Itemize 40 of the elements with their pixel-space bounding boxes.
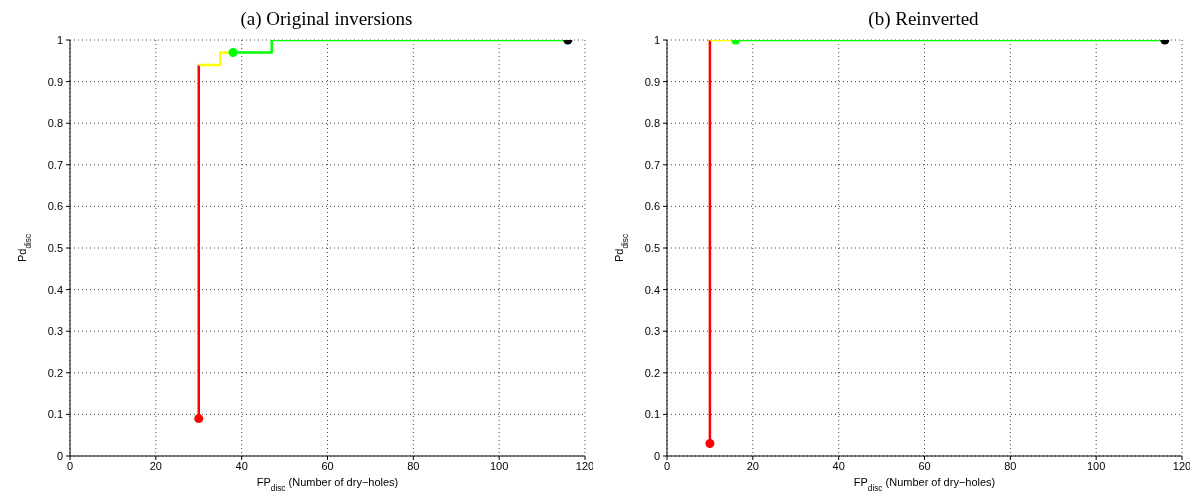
chart-title: (b) Reinverted — [867, 8, 980, 31]
y-tick-label: 0.9 — [47, 75, 63, 88]
y-tick-label: 0.7 — [47, 158, 63, 171]
x-tick-label: 40 — [832, 459, 845, 472]
y-tick-label: 0.1 — [47, 408, 63, 421]
y-tick-label: 0.3 — [644, 325, 660, 338]
x-tick-label: 80 — [1004, 459, 1017, 472]
y-tick-label: 0.7 — [644, 158, 660, 171]
y-tick-label: 0.6 — [644, 200, 660, 213]
y-tick-label: 0.4 — [644, 283, 660, 296]
x-tick-label: 60 — [918, 459, 931, 472]
y-tick-label: 1 — [56, 33, 63, 46]
x-tick-label: 60 — [321, 459, 334, 472]
x-tick-label: 0 — [66, 459, 74, 472]
x-tick-label: 40 — [235, 459, 248, 472]
x-tick-label: 80 — [407, 459, 420, 472]
x-tick-label: 100 — [1086, 459, 1106, 472]
y-tick-label: 0.3 — [47, 325, 63, 338]
x-tick-label: 100 — [489, 459, 509, 472]
y-tick-label: 1 — [653, 33, 660, 46]
chart-title: (a) Original inversions — [239, 8, 414, 31]
x-tick-label: 20 — [746, 459, 759, 472]
y-tick-label: 0.2 — [47, 366, 63, 379]
x-tick-label: 0 — [663, 459, 671, 472]
y-tick-label: 0.9 — [644, 75, 660, 88]
x-axis-title: FP$_{disc}$ (Number of dry−holes) — [256, 476, 399, 493]
y-tick-label: 0.5 — [47, 241, 63, 254]
y-tick-label: 0.8 — [644, 117, 660, 130]
y-tick-label: 0 — [56, 449, 63, 462]
y-tick-label: 0.4 — [47, 283, 63, 296]
x-tick-label: 120 — [575, 459, 595, 472]
x-tick-label: 120 — [1172, 459, 1191, 472]
y-tick-label: 0.2 — [644, 366, 660, 379]
x-axis-title: FP$_{disc}$ (Number of dry−holes) — [853, 476, 996, 493]
x-tick-label: 20 — [149, 459, 162, 472]
y-tick-label: 0.8 — [47, 117, 63, 130]
y-tick-label: 0.6 — [47, 200, 63, 213]
y-tick-label: 0 — [653, 449, 660, 462]
y-tick-label: 0.5 — [644, 241, 660, 254]
y-tick-label: 0.1 — [644, 408, 660, 421]
